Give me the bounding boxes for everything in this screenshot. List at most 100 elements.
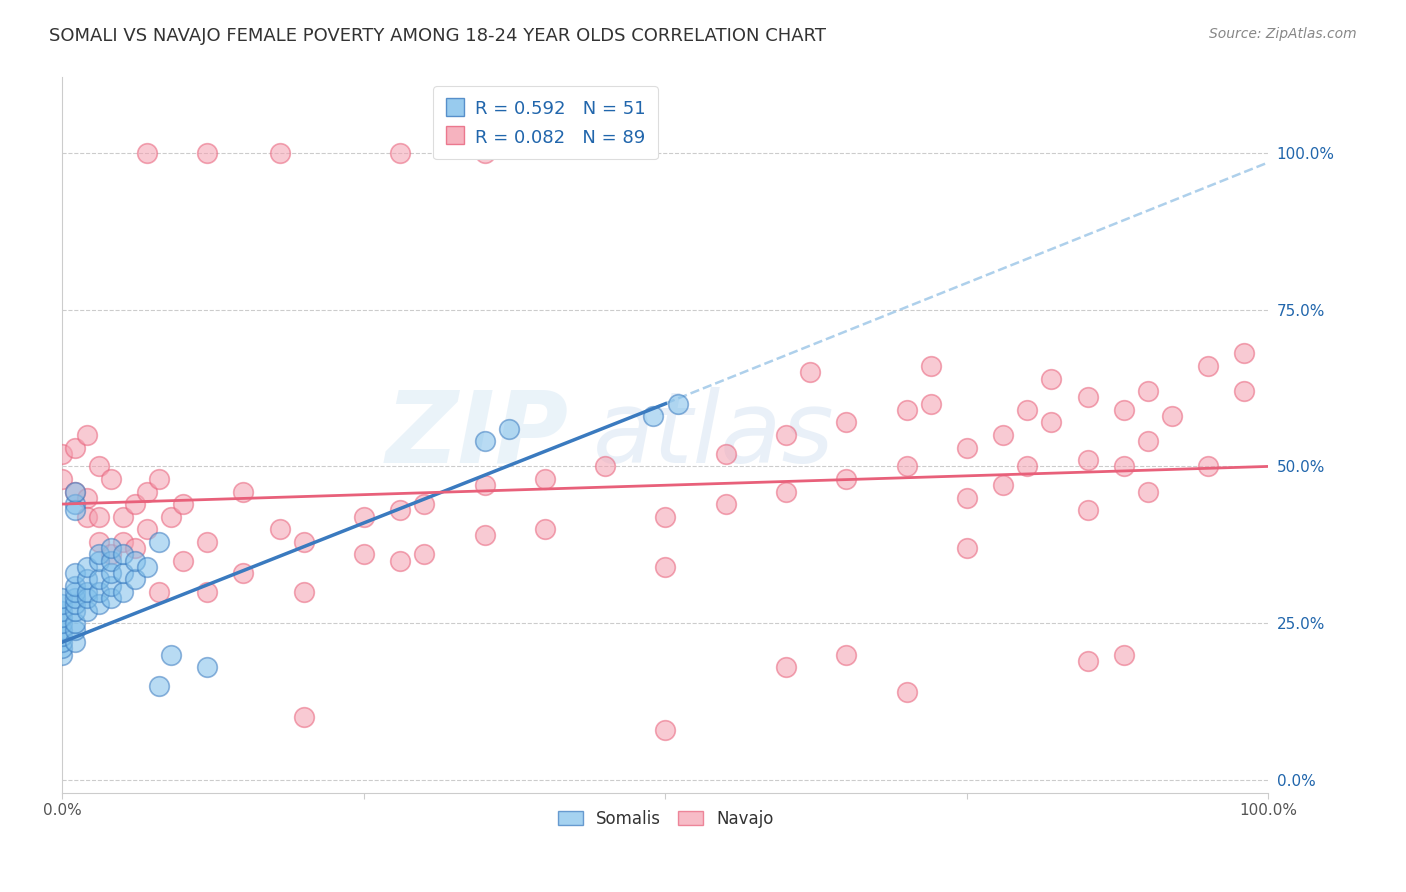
Point (920, 359, 942, 373)
Point (991, 428, 1014, 442)
Point (63, 484, 86, 499)
Point (76, 572, 98, 586)
Point (87, 585, 110, 599)
Point (1136, 484, 1159, 499)
Point (353, 547, 375, 561)
Point (100, 591, 122, 606)
Point (666, 397, 689, 411)
Point (1233, 346, 1256, 360)
Point (76, 428, 98, 442)
Point (896, 685, 918, 699)
Point (87, 598, 110, 612)
Point (1136, 434, 1159, 449)
Text: Source: ZipAtlas.com: Source: ZipAtlas.com (1209, 27, 1357, 41)
Point (51, 610, 73, 624)
Point (148, 585, 170, 599)
Point (956, 491, 979, 505)
Point (51, 623, 73, 637)
Point (100, 566, 122, 580)
Point (135, 522, 157, 536)
Legend: Somalis, Navajo: Somalis, Navajo (551, 803, 780, 834)
Point (135, 559, 157, 574)
Point (1112, 459, 1135, 474)
Point (775, 484, 797, 499)
Point (991, 478, 1014, 492)
Point (1076, 453, 1098, 467)
Point (63, 497, 86, 511)
Point (63, 585, 86, 599)
Point (100, 547, 122, 561)
Point (799, 365, 821, 379)
Point (474, 434, 496, 449)
Point (51, 641, 73, 656)
Point (292, 585, 315, 599)
Point (956, 441, 979, 455)
Point (76, 591, 98, 606)
Point (195, 145, 218, 160)
Point (1136, 384, 1159, 398)
Point (593, 459, 616, 474)
Text: atlas: atlas (593, 386, 835, 483)
Point (100, 579, 122, 593)
Point (111, 509, 134, 524)
Point (1076, 654, 1098, 668)
Point (498, 422, 520, 436)
Point (63, 566, 86, 580)
Point (63, 598, 86, 612)
Point (269, 145, 291, 160)
Point (1017, 403, 1039, 417)
Point (654, 559, 676, 574)
Point (87, 534, 110, 549)
Point (51, 616, 73, 631)
Point (100, 541, 122, 555)
Point (714, 497, 737, 511)
Point (195, 534, 218, 549)
Point (835, 416, 858, 430)
Point (1161, 409, 1184, 424)
Point (956, 541, 979, 555)
Point (195, 660, 218, 674)
Point (195, 585, 218, 599)
Point (124, 497, 146, 511)
Point (111, 566, 134, 580)
Point (124, 541, 146, 555)
Point (76, 585, 98, 599)
Point (835, 472, 858, 486)
Point (1197, 459, 1219, 474)
Point (51, 635, 73, 649)
Point (63, 604, 86, 618)
Point (87, 553, 110, 567)
Point (51, 629, 73, 643)
Point (835, 648, 858, 662)
Point (1233, 384, 1256, 398)
Point (654, 509, 676, 524)
Point (389, 553, 412, 567)
Point (353, 509, 375, 524)
Point (232, 566, 254, 580)
Point (51, 648, 73, 662)
Point (148, 472, 170, 486)
Point (172, 553, 194, 567)
Point (111, 534, 134, 549)
Text: ZIP: ZIP (387, 386, 569, 483)
Point (160, 509, 183, 524)
Point (292, 534, 315, 549)
Point (1040, 371, 1063, 385)
Point (135, 484, 157, 499)
Point (76, 559, 98, 574)
Point (654, 723, 676, 737)
Point (51, 591, 73, 606)
Point (896, 459, 918, 474)
Point (1197, 359, 1219, 373)
Point (76, 604, 98, 618)
Point (135, 145, 157, 160)
Point (51, 598, 73, 612)
Point (111, 547, 134, 561)
Point (389, 145, 412, 160)
Point (1076, 503, 1098, 517)
Point (534, 522, 557, 536)
Point (63, 616, 86, 631)
Point (76, 491, 98, 505)
Point (63, 484, 86, 499)
Point (1076, 391, 1098, 405)
